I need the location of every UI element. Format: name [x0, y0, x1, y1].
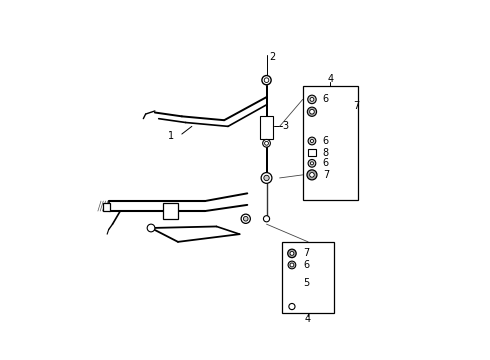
Circle shape	[308, 159, 316, 167]
Text: 6: 6	[303, 260, 310, 270]
Circle shape	[261, 172, 272, 183]
Text: 1: 1	[168, 131, 174, 141]
Text: 2: 2	[269, 52, 275, 62]
Circle shape	[289, 303, 295, 310]
Text: 3: 3	[283, 121, 289, 131]
Circle shape	[264, 216, 270, 222]
Circle shape	[264, 78, 269, 82]
Circle shape	[263, 139, 270, 147]
Circle shape	[147, 224, 155, 232]
Text: 7: 7	[323, 170, 329, 180]
Bar	[163, 203, 178, 219]
Bar	[308, 149, 316, 156]
Circle shape	[288, 261, 296, 269]
Circle shape	[290, 252, 294, 255]
Text: 6: 6	[323, 158, 329, 168]
Circle shape	[308, 95, 316, 104]
Text: 6: 6	[323, 136, 329, 146]
Circle shape	[264, 175, 269, 181]
Circle shape	[244, 216, 248, 221]
Text: 4: 4	[305, 314, 311, 324]
Circle shape	[310, 98, 314, 101]
Text: 8: 8	[323, 148, 329, 158]
Bar	[282, 242, 334, 313]
Circle shape	[310, 172, 314, 177]
Circle shape	[307, 170, 317, 180]
Circle shape	[241, 214, 250, 223]
Circle shape	[262, 76, 271, 85]
Circle shape	[308, 137, 316, 145]
Bar	[303, 86, 358, 199]
Text: 7: 7	[354, 100, 360, 111]
Text: 7: 7	[303, 248, 310, 258]
Text: 6: 6	[323, 94, 329, 104]
Circle shape	[307, 107, 317, 116]
Bar	[260, 116, 273, 139]
Circle shape	[311, 162, 314, 165]
Circle shape	[265, 141, 269, 145]
Bar	[102, 203, 110, 211]
Circle shape	[310, 109, 314, 114]
Circle shape	[311, 139, 314, 143]
Text: 5: 5	[303, 278, 310, 288]
Circle shape	[288, 249, 296, 258]
Text: 4: 4	[327, 75, 334, 84]
Circle shape	[290, 263, 294, 267]
